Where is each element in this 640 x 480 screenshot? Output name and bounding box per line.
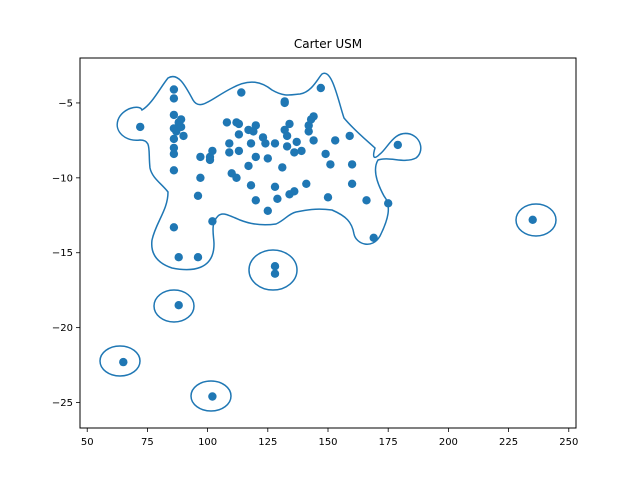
- data-point: [237, 88, 246, 97]
- usm-contours: [99, 72, 557, 412]
- data-point: [345, 131, 354, 141]
- data-point: [297, 146, 306, 156]
- data-point: [232, 173, 241, 182]
- data-point: [384, 199, 393, 208]
- data-point: [169, 134, 179, 144]
- data-point: [136, 122, 145, 132]
- x-tick-label: 125: [258, 437, 277, 448]
- data-point: [169, 143, 179, 153]
- cluster-contour-d: [153, 289, 195, 323]
- data-point: [251, 152, 260, 162]
- data-point: [169, 149, 179, 159]
- data-point: [323, 193, 333, 202]
- data-point: [176, 115, 186, 124]
- data-point: [208, 392, 217, 401]
- data-point: [246, 139, 256, 148]
- data-point: [285, 119, 294, 129]
- y-tick-label: −5: [58, 98, 73, 109]
- x-tick-label: 225: [499, 437, 518, 448]
- y-tick-label: −10: [52, 173, 73, 184]
- y-tick-label: −25: [52, 398, 73, 409]
- data-point: [528, 215, 537, 224]
- data-point: [347, 160, 357, 169]
- data-point: [196, 173, 205, 182]
- data-point: [347, 179, 357, 188]
- x-tick-label: 250: [559, 437, 578, 448]
- data-point: [179, 131, 188, 141]
- data-point: [251, 121, 260, 130]
- x-tick-label: 75: [141, 437, 154, 448]
- plot-frame: [79, 57, 577, 429]
- data-point: [225, 148, 234, 157]
- data-point: [282, 131, 292, 141]
- data-point: [273, 194, 282, 203]
- data-point: [119, 357, 128, 367]
- data-point: [193, 253, 203, 262]
- data-point: [176, 122, 186, 132]
- data-point: [169, 85, 179, 94]
- data-points: [119, 83, 537, 401]
- cluster-contour-g: [515, 203, 557, 237]
- data-point: [280, 98, 289, 108]
- data-point: [234, 119, 244, 129]
- data-point: [169, 166, 179, 175]
- data-point: [205, 155, 215, 165]
- data-point: [222, 118, 232, 127]
- data-point: [169, 223, 179, 232]
- data-point: [193, 191, 203, 200]
- x-axis: 50 75 100 125 150 175 200 225 250: [81, 428, 578, 448]
- data-point: [270, 262, 280, 271]
- data-point: [331, 136, 340, 145]
- y-tick-label: −15: [52, 248, 73, 259]
- data-point: [290, 187, 299, 196]
- x-tick-label: 175: [379, 437, 398, 448]
- data-point: [316, 83, 325, 93]
- data-point: [290, 148, 299, 157]
- data-point: [270, 139, 280, 148]
- data-point: [362, 196, 371, 205]
- data-point: [326, 160, 335, 169]
- data-point: [309, 112, 318, 121]
- main-cluster-contour: [116, 72, 422, 271]
- data-point: [208, 146, 217, 156]
- data-point: [270, 182, 280, 191]
- data-point: [270, 269, 280, 278]
- data-point: [208, 217, 217, 226]
- data-point: [292, 137, 301, 147]
- cluster-contour-c: [248, 249, 298, 291]
- data-point: [196, 152, 205, 162]
- data-point: [169, 110, 179, 120]
- x-tick-label: 200: [439, 437, 458, 448]
- data-point: [302, 179, 311, 188]
- y-tick-label: −20: [52, 323, 73, 334]
- x-tick-label: 50: [81, 437, 94, 448]
- cluster-contour-e: [99, 345, 141, 377]
- data-point: [369, 233, 378, 242]
- data-point: [246, 181, 256, 190]
- data-point: [234, 146, 244, 156]
- chart-title: Carter USM: [294, 37, 362, 51]
- data-point: [174, 253, 183, 262]
- data-point: [169, 94, 179, 103]
- data-point: [278, 163, 287, 172]
- data-point: [261, 139, 270, 148]
- data-point: [234, 130, 244, 139]
- y-axis: −5 −10 −15 −20 −25: [52, 98, 80, 409]
- x-tick-label: 100: [198, 437, 217, 448]
- data-point: [263, 154, 272, 163]
- data-point: [309, 136, 318, 145]
- data-point: [263, 206, 272, 215]
- cluster-contour-f: [190, 380, 232, 412]
- data-point: [321, 149, 330, 159]
- data-point: [251, 196, 260, 205]
- data-point: [393, 140, 402, 150]
- data-point: [304, 127, 313, 136]
- x-tick-label: 150: [318, 437, 337, 448]
- data-point: [174, 301, 183, 310]
- data-point: [282, 142, 292, 151]
- data-point: [244, 161, 253, 171]
- data-point: [225, 139, 234, 148]
